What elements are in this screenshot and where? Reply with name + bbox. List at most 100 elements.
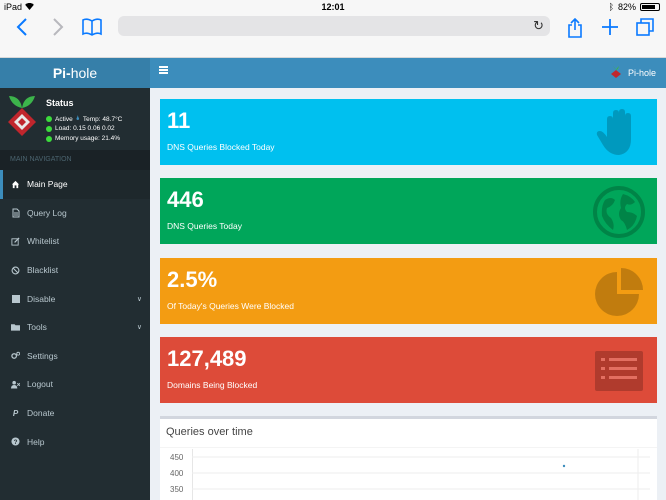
stat-label: DNS Queries Blocked Today (167, 142, 275, 152)
queries-chart: Queries over time 450 400 350 (160, 416, 657, 500)
sidebar-item-settings[interactable]: Settings (0, 342, 150, 371)
logo[interactable]: Pi-hole (0, 58, 150, 88)
y-tick: 350 (170, 485, 184, 494)
nav-header: MAIN NAVIGATION (0, 150, 150, 170)
sidebar-item-label: Tools (27, 322, 47, 333)
temperature: Temp: 48.7°C (82, 115, 123, 123)
chevron-down-icon[interactable]: ∨ (136, 295, 142, 303)
sidebar-item-label: Donate (27, 408, 55, 419)
app-header: Pi-hole Pi-hole (0, 58, 666, 88)
battery-icon (640, 3, 660, 11)
sidebar-item-logout[interactable]: Logout (0, 370, 150, 399)
file-icon (11, 208, 20, 218)
sidebar-item-disable[interactable]: Disable ∨ (0, 284, 150, 313)
hand-icon (596, 109, 631, 155)
stat-label: Domains Being Blocked (167, 380, 258, 390)
sidebar-item-whitelist[interactable]: Whitelist (0, 227, 150, 256)
chart-point (562, 464, 566, 468)
stop-icon (11, 294, 20, 303)
globe-icon (593, 186, 645, 238)
stat-value: 127,489 (167, 346, 247, 371)
url-bar[interactable]: ↻ (118, 16, 550, 36)
home-icon (11, 180, 20, 189)
edit-icon (11, 237, 20, 246)
sidebar-item-label: Logout (27, 379, 53, 390)
stat-value: 446 (167, 187, 204, 212)
clock: 12:01 (321, 2, 345, 12)
chevron-down-icon[interactable]: ∨ (136, 324, 142, 332)
logo-bold: Pi- (52, 65, 71, 81)
folder-icon (11, 323, 20, 332)
brand[interactable]: Pi-hole (610, 65, 656, 81)
brand-name: Pi-hole (627, 68, 656, 78)
status-active-line: Active 🌢 Temp: 48.7°C (46, 115, 122, 123)
status-right: ᛒ 82% (609, 2, 660, 12)
battery-fill (642, 5, 656, 9)
memory-usage: Memory usage: 21.4% (55, 135, 121, 142)
battery-percent: 82% (617, 2, 636, 12)
stat-value: 2.5% (167, 267, 218, 292)
browser-toolbar: ↻ (0, 14, 666, 58)
sidebar-item-label: Help (27, 436, 45, 447)
stat-box-domains: 127,489 Domains Being Blocked (160, 337, 657, 403)
svg-text:?: ? (14, 439, 18, 446)
load-line: Load: 0.15 0.06 0.02 (46, 125, 115, 132)
top-navbar: Pi-hole (150, 58, 666, 88)
stat-box-blocked: 11 DNS Queries Blocked Today (160, 99, 657, 165)
bluetooth-icon: ᛒ (608, 2, 614, 12)
sidebar-item-main-page[interactable]: Main Page (0, 170, 150, 199)
chart-title: Queries over time (166, 426, 253, 438)
sidebar-item-tools[interactable]: Tools ∨ (0, 313, 150, 342)
sidebar-item-help[interactable]: ? Help (0, 427, 150, 456)
book-icon[interactable] (82, 18, 102, 40)
status-left: iPad (4, 2, 34, 12)
status-title: Status (46, 98, 74, 108)
stat-box-queries: 446 DNS Queries Today (160, 178, 657, 244)
status-active: Active (55, 115, 73, 123)
question-icon: ? (11, 437, 20, 446)
sidebar-item-blacklist[interactable]: Blacklist (0, 256, 150, 285)
y-tick: 450 (170, 453, 184, 462)
load-dot-icon (46, 125, 52, 132)
wifi-icon (24, 2, 34, 12)
status-panel: Status Active 🌢 Temp: 48.7°C Load: 0.15 … (0, 88, 150, 148)
ios-status-bar: iPad 12:01 ᛒ 82% (0, 0, 666, 14)
y-tick: 400 (170, 469, 184, 478)
sidebar-item-label: Whitelist (27, 236, 60, 247)
sidebar-item-donate[interactable]: P Donate (0, 399, 150, 428)
memory-dot-icon (46, 135, 52, 142)
status-dot-icon (46, 116, 52, 122)
sidebar: Status Active 🌢 Temp: 48.7°C Load: 0.15 … (0, 88, 150, 500)
share-icon[interactable] (567, 17, 583, 42)
list-icon (595, 351, 643, 391)
temperature-icon: 🌢 (75, 115, 80, 122)
raspberry-logo-icon (610, 65, 622, 81)
stat-label: DNS Queries Today (167, 221, 242, 231)
pie-chart-icon (595, 268, 643, 316)
user-times-icon (11, 380, 20, 389)
reload-icon[interactable]: ↻ (533, 18, 544, 33)
plus-icon[interactable] (601, 18, 619, 40)
tabs-icon[interactable] (636, 18, 654, 40)
stat-box-percentage: 2.5% Of Today's Queries Were Blocked (160, 258, 657, 324)
main-content: 11 DNS Queries Blocked Today 446 DNS Que… (150, 88, 666, 500)
load: Load: 0.15 0.06 0.02 (55, 125, 115, 132)
chevron-right-icon[interactable] (52, 18, 64, 40)
gears-icon (11, 351, 20, 360)
sidebar-item-label: Query Log (27, 207, 67, 218)
device-name: iPad (4, 2, 23, 12)
memory-line: Memory usage: 21.4% (46, 135, 120, 142)
sidebar-item-query-log[interactable]: Query Log (0, 199, 150, 228)
sidebar-item-label: Blacklist (27, 265, 59, 276)
chart-divider (160, 447, 657, 448)
chevron-left-icon[interactable] (16, 18, 28, 40)
logo-rest: hole (70, 65, 98, 81)
stat-label: Of Today's Queries Were Blocked (167, 301, 294, 311)
stat-value: 11 (167, 108, 191, 133)
menu-toggle-icon[interactable] (159, 66, 168, 74)
pihole-logo-icon (6, 94, 38, 143)
ban-icon (11, 266, 20, 275)
sidebar-menu: Main Page Query Log Whitelist Blacklist … (0, 170, 150, 456)
sidebar-item-label: Main Page (27, 179, 68, 190)
sidebar-item-label: Settings (27, 350, 58, 361)
